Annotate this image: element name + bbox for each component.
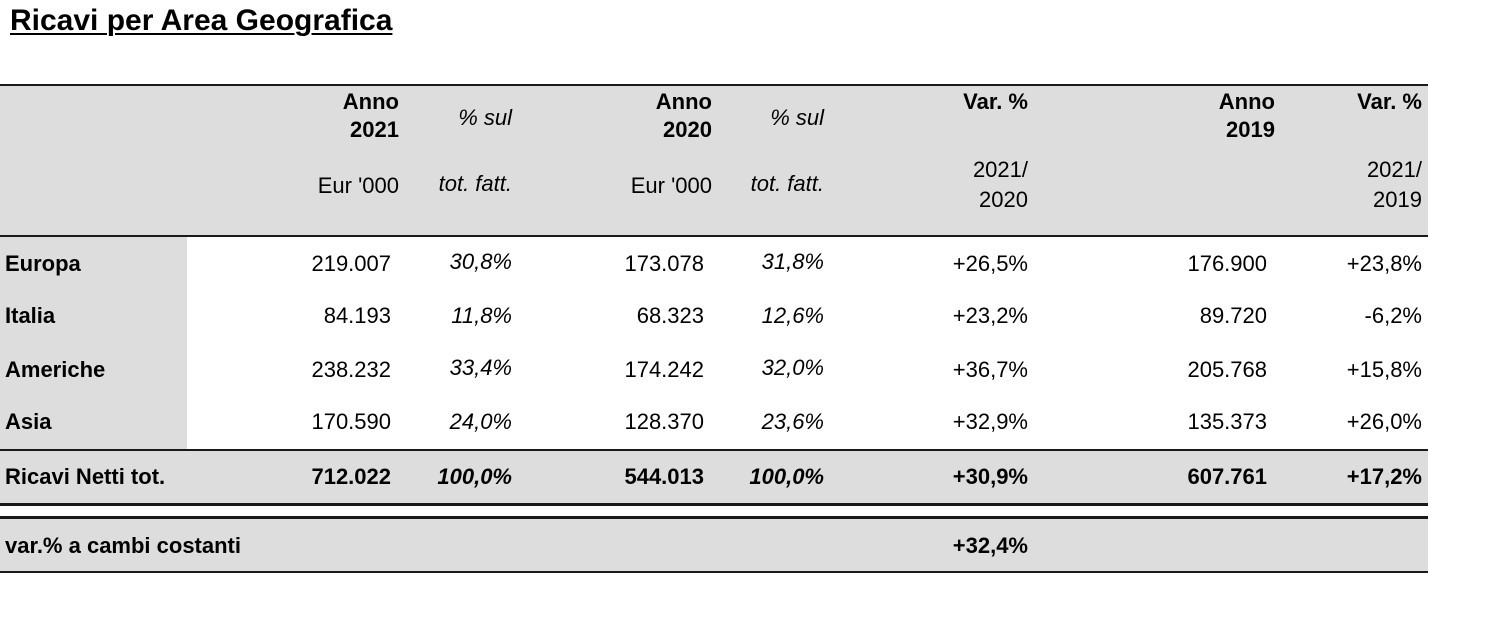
cell-pct2021: 33,4%: [449, 355, 512, 380]
total-row-background: [0, 450, 1428, 505]
cell-anno2020: 174.242: [624, 357, 704, 382]
header-background: [0, 85, 1428, 236]
cell-var2119: +23,8%: [1346, 251, 1422, 276]
cell-pct2021: 30,8%: [449, 249, 512, 274]
header-var2120-line1: Var. %: [963, 89, 1028, 114]
cell-anno2019: 89.720: [1199, 303, 1267, 328]
total-top-rule: [0, 449, 1428, 451]
cell-var2119: +15,8%: [1346, 357, 1422, 382]
constant-label: var.% a cambi costanti: [5, 533, 241, 558]
page-title: Ricavi per Area Geografica: [10, 4, 393, 37]
cell-pct2020: 23,6%: [761, 409, 824, 434]
cell-anno2020: 173.078: [624, 251, 704, 276]
cell-anno2019: 205.768: [1187, 357, 1267, 382]
row-label: Europa: [5, 251, 81, 276]
header-anno2021-line1: Anno: [342, 89, 399, 114]
cell-var2119: -6,2%: [1364, 303, 1422, 328]
cell-pct2020: 32,0%: [761, 355, 824, 380]
total-bottom-rule: [0, 503, 1428, 506]
header-pct2021-line2: tot. fatt.: [438, 171, 512, 196]
header-top-rule: [0, 84, 1428, 86]
cell-anno2021: 84.193: [323, 303, 391, 328]
header-var2119-line1: Var. %: [1357, 89, 1422, 114]
total-anno2019: 607.761: [1187, 464, 1267, 489]
cell-var2120: +23,2%: [952, 303, 1028, 328]
cell-anno2021: 238.232: [311, 357, 391, 382]
header-anno2021-line2: 2021: [350, 117, 399, 142]
cell-var2120: +32,9%: [952, 409, 1028, 434]
header-pct2020-line2: tot. fatt.: [750, 171, 824, 196]
header-anno2019-line1: Anno: [1218, 89, 1275, 114]
cell-pct2020: 31,8%: [761, 249, 824, 274]
cell-var2120: +36,7%: [952, 357, 1028, 382]
header-anno2020-line1: Anno: [655, 89, 712, 114]
constant-row-background: [0, 518, 1428, 573]
cell-var2119: +26,0%: [1346, 409, 1422, 434]
header-anno2020-unit: Eur '000: [630, 173, 712, 198]
total-var2120: +30,9%: [952, 464, 1028, 489]
header-anno2019-line2: 2019: [1226, 117, 1275, 142]
constant-var2120: +32,4%: [952, 533, 1028, 558]
constant-top-rule: [0, 516, 1428, 519]
header-bottom-rule: [0, 235, 1428, 237]
label-column-background: [0, 236, 187, 450]
total-anno2020: 544.013: [624, 464, 704, 489]
row-label: Italia: [5, 303, 56, 328]
cell-anno2021: 219.007: [311, 251, 391, 276]
cell-anno2019: 176.900: [1187, 251, 1267, 276]
total-pct2021: 100,0%: [437, 464, 512, 489]
total-var2119: +17,2%: [1346, 464, 1422, 489]
cell-pct2021: 11,8%: [451, 303, 512, 328]
header-pct2020-line1: % sul: [770, 105, 824, 130]
constant-bottom-rule: [0, 571, 1428, 573]
header-var2120-line2: 2021/: [972, 157, 1028, 182]
row-label: Americhe: [5, 357, 106, 382]
cell-anno2020: 68.323: [636, 303, 704, 328]
header-anno2020-line2: 2020: [663, 117, 712, 142]
cell-pct2021: 24,0%: [449, 409, 512, 434]
header-var2119-line2: 2021/: [1366, 157, 1422, 182]
total-anno2021: 712.022: [311, 464, 391, 489]
total-label: Ricavi Netti tot.: [5, 464, 166, 489]
cell-pct2020: 12,6%: [761, 303, 824, 328]
row-label: Asia: [5, 409, 52, 434]
cell-var2120: +26,5%: [952, 251, 1028, 276]
total-pct2020: 100,0%: [749, 464, 824, 489]
cell-anno2019: 135.373: [1187, 409, 1267, 434]
header-anno2021-unit: Eur '000: [317, 173, 399, 198]
cell-anno2021: 170.590: [311, 409, 391, 434]
header-var2119-line3: 2019: [1373, 187, 1422, 212]
header-var2120-line3: 2020: [979, 187, 1028, 212]
cell-anno2020: 128.370: [624, 409, 704, 434]
header-pct2021-line1: % sul: [458, 105, 512, 130]
